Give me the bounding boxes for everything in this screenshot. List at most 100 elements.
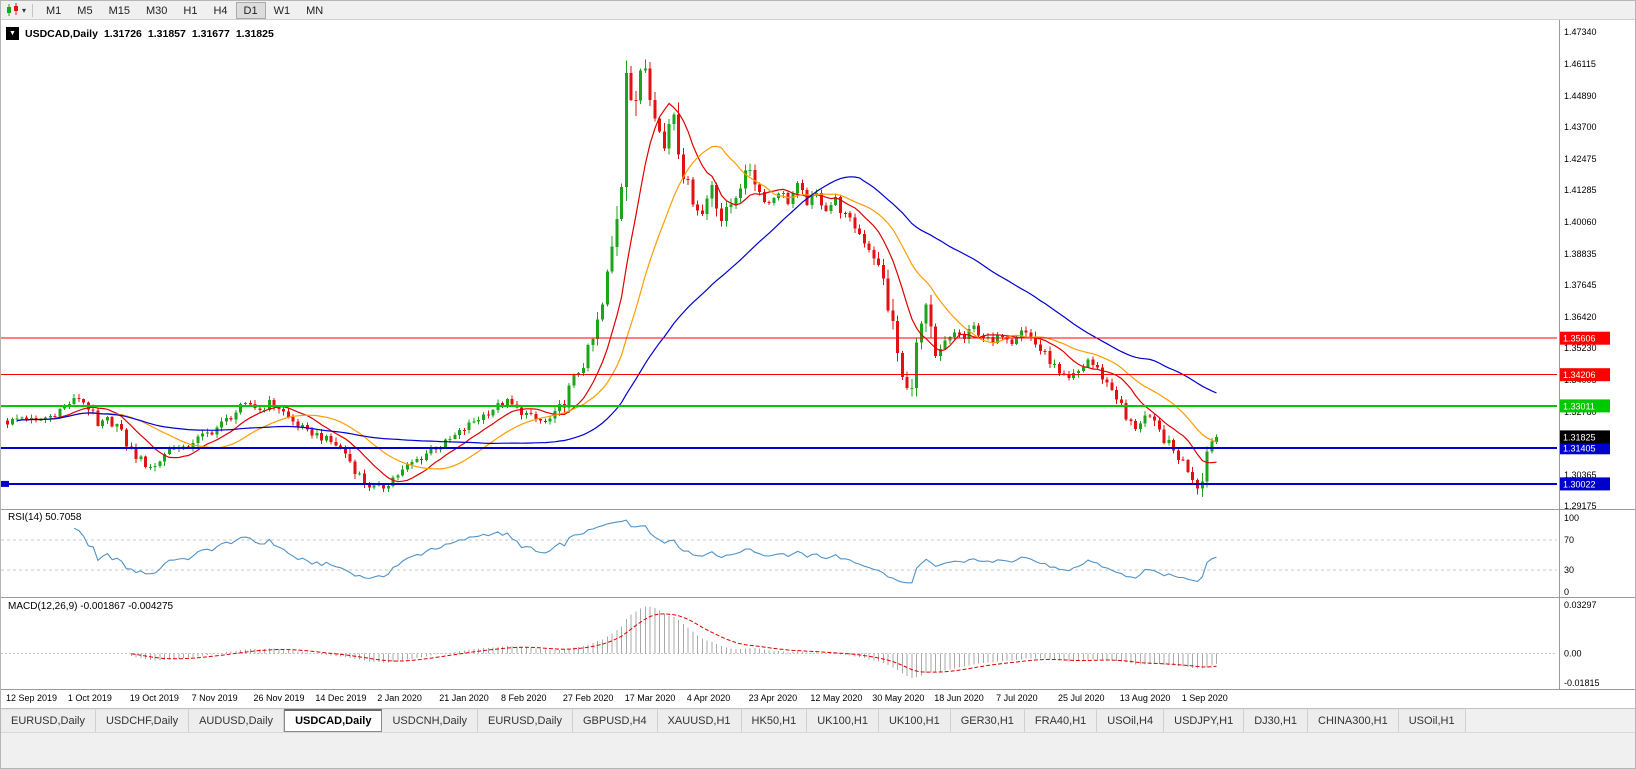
price-axis-label: 1.35230 bbox=[1564, 343, 1597, 353]
timeframe-button-d1[interactable]: D1 bbox=[235, 1, 266, 19]
timeframe-toolbar: ▾ M1 M5 M15 M30 H1 H4 D1 W1 MN bbox=[1, 1, 1635, 20]
hline-price-badge bbox=[1560, 441, 1610, 455]
rsi-axis-label: 0 bbox=[1564, 587, 1569, 597]
date-axis-label: 17 Mar 2020 bbox=[625, 693, 676, 703]
timeframe-button-mn[interactable]: MN bbox=[306, 4, 324, 17]
date-axis-label: 23 Apr 2020 bbox=[749, 693, 798, 703]
date-axis-label: 26 Nov 2019 bbox=[254, 693, 305, 703]
price-axis-label: 1.37645 bbox=[1564, 280, 1597, 290]
ohlc-close-value: 1.31825 bbox=[235, 27, 274, 40]
timeframe-button-m5[interactable]: M5 bbox=[77, 4, 93, 17]
chart-tab-audusd-daily[interactable]: AUDUSD,Daily bbox=[189, 709, 285, 732]
chart-tab-dj30-h1[interactable]: DJ30,H1 bbox=[1244, 709, 1309, 732]
date-axis-label: 27 Feb 2020 bbox=[563, 693, 614, 703]
price-axis-label: 1.40060 bbox=[1564, 217, 1597, 227]
timeframe-button-w1[interactable]: W1 bbox=[273, 4, 291, 17]
ohlc-low-value: 1.31677 bbox=[191, 27, 230, 40]
rsi-axis-label: 70 bbox=[1564, 535, 1574, 545]
chart-tab-usoil-h4[interactable]: USOil,H4 bbox=[1097, 709, 1165, 732]
chart-tab-usoil-h1[interactable]: USOil,H1 bbox=[1398, 709, 1466, 732]
timeframe-button-h4[interactable]: H4 bbox=[213, 4, 228, 17]
chart-tab-gbpusd-h4[interactable]: GBPUSD,H4 bbox=[573, 709, 658, 732]
ma-mid-line bbox=[16, 145, 1217, 470]
price-axis-label: 1.38835 bbox=[1564, 249, 1597, 259]
date-axis-label: 21 Jan 2020 bbox=[439, 693, 489, 703]
chart-tab-usdcad-daily[interactable]: USDCAD,Daily bbox=[284, 709, 383, 732]
macd-histogram bbox=[130, 606, 1217, 678]
chart-tab-hk50-h1[interactable]: HK50,H1 bbox=[741, 709, 808, 732]
date-axis-label: 25 Jul 2020 bbox=[1058, 693, 1105, 703]
hline-price-badge-label: 1.31405 bbox=[1563, 443, 1596, 453]
candlesticks bbox=[6, 59, 1218, 497]
ohlc-high-value: 1.31857 bbox=[147, 27, 186, 40]
ohlc-open-value: 1.31726 bbox=[103, 27, 142, 40]
current-price-badge bbox=[1560, 430, 1610, 444]
date-axis-label: 8 Feb 2020 bbox=[501, 693, 547, 703]
hline-price-badge-label: 1.30022 bbox=[1563, 479, 1596, 489]
date-axis-label: 12 Sep 2019 bbox=[6, 693, 57, 703]
macd-axis-label: -0.01815 bbox=[1564, 678, 1600, 688]
price-axis-label: 1.43700 bbox=[1564, 122, 1597, 132]
current-price-badge-label: 1.31825 bbox=[1563, 432, 1596, 442]
chevron-down-icon: ▾ bbox=[22, 5, 27, 15]
chart-tab-fra40-h1[interactable]: FRA40,H1 bbox=[1024, 709, 1098, 732]
chart-tab-uk100-h1-2[interactable]: UK100,H1 bbox=[878, 709, 951, 732]
price-axis-label: 1.36420 bbox=[1564, 312, 1597, 322]
status-strip bbox=[1, 732, 1635, 768]
price-axis-label: 1.46115 bbox=[1564, 59, 1596, 69]
date-axis-label: 18 Jun 2020 bbox=[934, 693, 984, 703]
price-axis-label: 1.30365 bbox=[1564, 470, 1597, 480]
chart-title: ▼ USDCAD,Daily 1.31726 1.31857 1.31677 1… bbox=[6, 27, 274, 40]
date-axis-label: 13 Aug 2020 bbox=[1120, 693, 1171, 703]
hline-price-badge bbox=[1560, 477, 1610, 491]
date-axis-label: 14 Dec 2019 bbox=[315, 693, 366, 703]
collapse-icon[interactable]: ▼ bbox=[6, 27, 19, 40]
macd-signal-line bbox=[131, 613, 1217, 673]
symbol-timeframe-label: USDCAD,Daily bbox=[25, 27, 98, 40]
hline-price-badge-label: 1.34206 bbox=[1563, 370, 1596, 380]
rsi-indicator-label: RSI(14) 50.7058 bbox=[8, 512, 82, 523]
date-axis-label: 1 Oct 2019 bbox=[68, 693, 112, 703]
chart-tab-china300-h1[interactable]: CHINA300,H1 bbox=[1308, 709, 1399, 732]
price-axis-label: 1.42475 bbox=[1564, 154, 1597, 164]
chart-tab-xauusd-h1[interactable]: XAUUSD,H1 bbox=[657, 709, 742, 732]
chart-tab-bar: EURUSD,Daily USDCHF,Daily AUDUSD,Daily U… bbox=[1, 708, 1635, 732]
date-axis-label: 2 Jan 2020 bbox=[377, 693, 422, 703]
price-axis-label: 1.41285 bbox=[1564, 185, 1597, 195]
date-axis-label: 1 Sep 2020 bbox=[1182, 693, 1228, 703]
hline-price-badge bbox=[1560, 331, 1610, 345]
price-axis-label: 1.44890 bbox=[1564, 91, 1597, 101]
date-axis-label: 7 Jul 2020 bbox=[996, 693, 1038, 703]
chart-tab-usdcnh-daily[interactable]: USDCNH,Daily bbox=[382, 709, 479, 732]
chart-type-button[interactable]: ▾ bbox=[5, 3, 26, 17]
price-chart[interactable]: 1.47340 1.46115 1.44890 1.43700 1.42475 1.412… bbox=[1, 20, 1636, 708]
chart-tab-usdchf-daily[interactable]: USDCHF,Daily bbox=[95, 709, 190, 732]
hline-price-badge-label: 1.33011 bbox=[1563, 401, 1595, 411]
rsi-axis-label: 100 bbox=[1564, 513, 1579, 523]
chart-tab-usdjpy-h1[interactable]: USDJPY,H1 bbox=[1164, 709, 1245, 732]
chart-tab-eurusd-daily[interactable]: EURUSD,Daily bbox=[1, 709, 96, 732]
date-axis-label: 7 Nov 2019 bbox=[192, 693, 238, 703]
macd-axis-label: 0.03297 bbox=[1564, 600, 1597, 610]
timeframe-button-h1[interactable]: H1 bbox=[183, 4, 198, 17]
candlestick-chart-icon bbox=[7, 3, 18, 16]
date-axis-label: 30 May 2020 bbox=[872, 693, 924, 703]
hline-handle[interactable] bbox=[1, 480, 9, 487]
rsi-axis-label: 30 bbox=[1564, 565, 1574, 575]
timeframe-button-m15[interactable]: M15 bbox=[108, 4, 130, 17]
price-axis-label: 1.47340 bbox=[1564, 27, 1597, 37]
macd-axis-label: 0.00 bbox=[1564, 649, 1582, 659]
collapse-glyph: ▼ bbox=[9, 30, 16, 37]
date-axis-label: 12 May 2020 bbox=[810, 693, 862, 703]
chart-tab-ger30-h1[interactable]: GER30,H1 bbox=[950, 709, 1025, 732]
price-axis-label: 1.29175 bbox=[1564, 501, 1597, 511]
chart-region: 1.47340 1.46115 1.44890 1.43700 1.42475 1.412… bbox=[1, 20, 1636, 708]
timeframe-button-m1[interactable]: M1 bbox=[46, 4, 62, 17]
timeframe-button-m30[interactable]: M30 bbox=[145, 4, 168, 17]
chart-tab-eurusd-daily-2[interactable]: EURUSD,Daily bbox=[478, 709, 573, 732]
hline-price-badge bbox=[1560, 399, 1610, 413]
chart-tab-uk100-h1[interactable]: UK100,H1 bbox=[807, 709, 879, 732]
rsi-line bbox=[73, 519, 1217, 584]
hline-price-badge bbox=[1560, 368, 1610, 382]
